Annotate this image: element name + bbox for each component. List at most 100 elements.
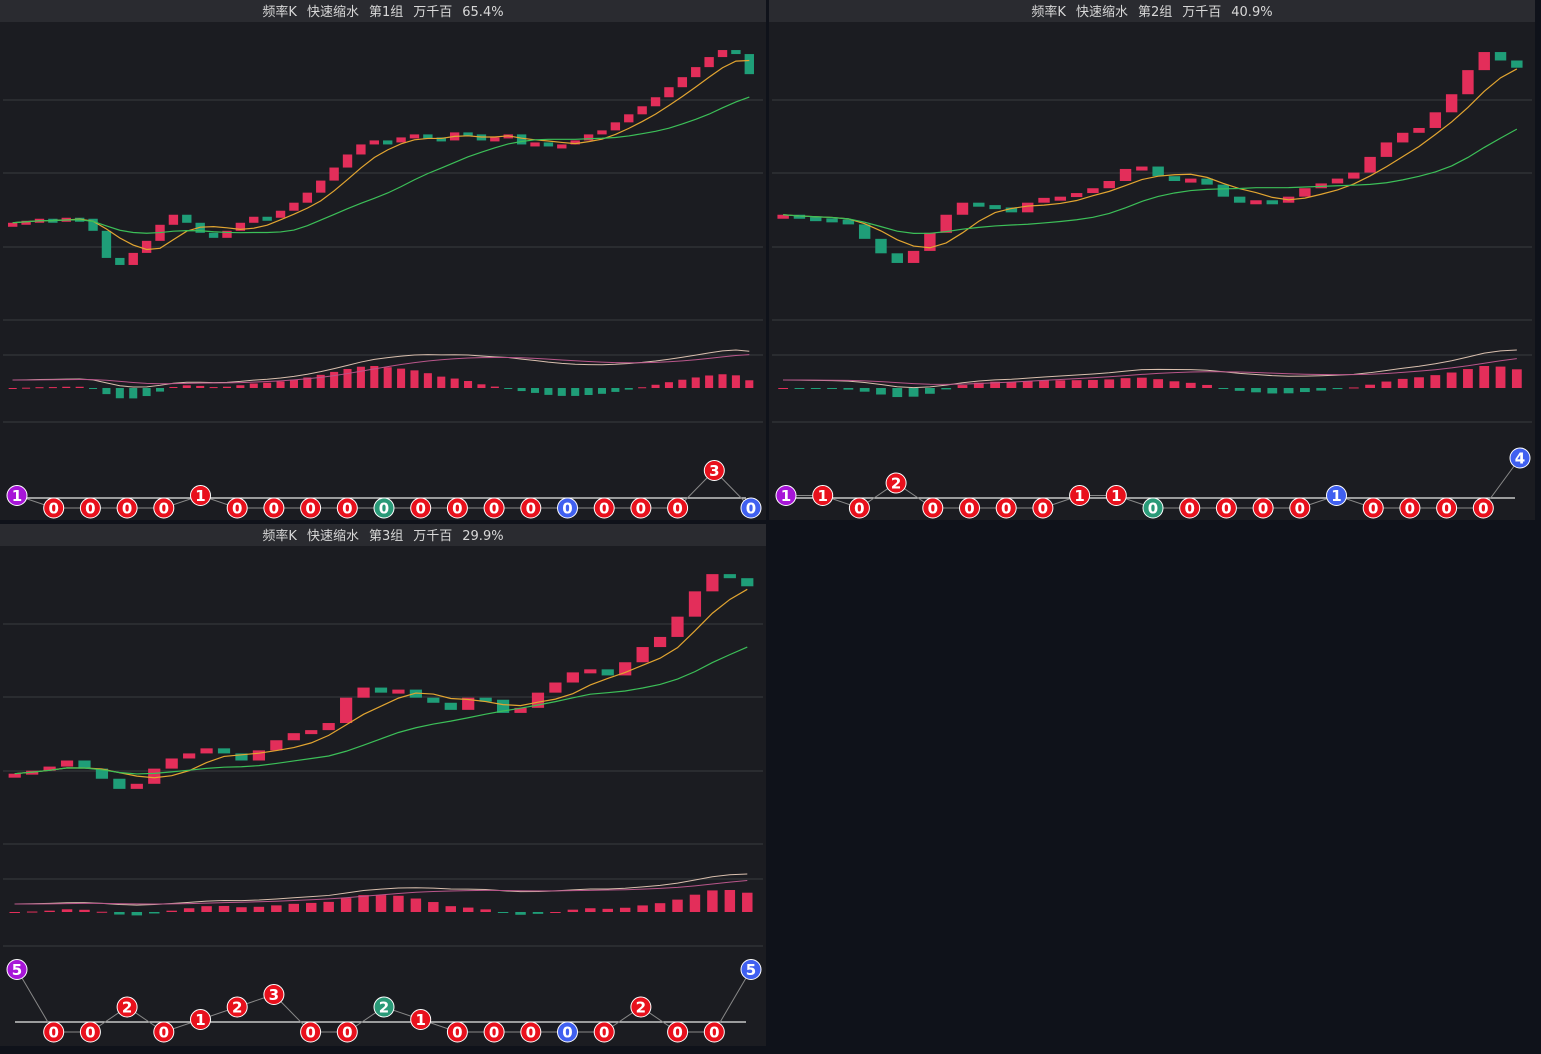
badge-label: 0 <box>159 1024 169 1042</box>
badge <box>630 497 652 519</box>
badge-label: 0 <box>489 500 499 518</box>
candle <box>1331 178 1344 184</box>
macd-bar <box>330 371 339 388</box>
badge <box>1472 497 1494 519</box>
macd-bar <box>718 374 727 388</box>
badge <box>226 996 248 1018</box>
macd-bar <box>464 381 473 388</box>
macd-bar <box>383 367 392 388</box>
macd-bar <box>271 905 282 912</box>
macd-bar <box>480 909 491 912</box>
badge-label: 0 <box>122 500 132 518</box>
macd-bar <box>531 388 540 393</box>
moving-average <box>783 128 1518 234</box>
candle <box>113 778 126 789</box>
macd-bar <box>1088 379 1098 388</box>
candle <box>392 689 405 694</box>
candle <box>1364 156 1376 173</box>
candle <box>706 574 719 592</box>
badge <box>630 996 652 1018</box>
candle <box>1005 207 1018 213</box>
badge-label: 0 <box>562 1024 572 1042</box>
badge-label: 0 <box>928 500 938 518</box>
candle <box>1070 193 1083 198</box>
macd-bar <box>497 912 509 913</box>
badge-label: 1 <box>781 487 791 505</box>
badge-label: 0 <box>1001 500 1011 518</box>
candle <box>436 137 446 142</box>
macd-bar <box>705 375 714 388</box>
macd-bar <box>941 388 952 390</box>
macd-bar <box>253 906 265 912</box>
badge-label: 1 <box>1111 487 1121 505</box>
macd-bar <box>1153 379 1164 388</box>
badge-label: 0 <box>746 500 756 518</box>
macd-bar <box>1446 372 1457 388</box>
candle <box>1103 181 1115 189</box>
macd-bar <box>1169 381 1180 388</box>
macd-bar <box>201 906 212 912</box>
badge-label: 0 <box>709 1024 719 1042</box>
candle <box>601 669 614 676</box>
badge <box>79 497 101 519</box>
candle <box>583 134 594 141</box>
candle <box>940 214 952 233</box>
candle <box>95 768 109 779</box>
candle <box>340 697 353 724</box>
candle <box>200 748 213 754</box>
badge-label: 1 <box>415 1011 425 1029</box>
candle <box>619 662 632 676</box>
macd-bar <box>35 387 44 389</box>
badge-label: 0 <box>415 500 425 518</box>
candle <box>610 122 621 131</box>
badge-label: 0 <box>452 1024 462 1042</box>
title-part: 40.9% <box>1231 5 1272 20</box>
badge-label: 0 <box>85 1024 95 1042</box>
macd-bar <box>1251 388 1261 393</box>
badge <box>483 1021 505 1043</box>
badge-label: 0 <box>526 1024 536 1042</box>
macd-bar <box>1495 366 1506 388</box>
macd-bar <box>75 386 84 388</box>
panel-title-bar <box>0 0 766 22</box>
badge <box>557 497 578 519</box>
badge-label: 0 <box>452 500 462 518</box>
macd-bar <box>1202 384 1212 388</box>
badge <box>43 497 65 519</box>
badge <box>336 1021 358 1043</box>
badge <box>557 1021 578 1043</box>
badge-label: 0 <box>562 500 572 518</box>
macd-bar <box>423 373 432 388</box>
macd-bar <box>1479 366 1490 388</box>
macd-bar <box>428 902 439 912</box>
macd-bar <box>236 385 245 388</box>
badge-label: 5 <box>746 961 756 979</box>
macd-bar <box>61 909 73 912</box>
macd-bar <box>169 386 178 388</box>
title-part: 65.4% <box>462 5 503 20</box>
macd-bar <box>131 912 143 916</box>
candle <box>1087 188 1099 194</box>
candle <box>570 140 580 145</box>
macd-line <box>14 873 748 906</box>
badge <box>1289 497 1311 519</box>
badge-label: 1 <box>1074 487 1084 505</box>
macd-bar <box>462 907 474 912</box>
badge <box>190 485 211 506</box>
candle <box>168 214 179 225</box>
candle <box>1054 196 1067 201</box>
title-part: 万千百 <box>413 529 452 544</box>
badge <box>1215 497 1237 519</box>
badge-label: 1 <box>195 1011 205 1029</box>
macd-bar <box>515 912 526 915</box>
badge-label: 0 <box>342 1024 352 1042</box>
candle <box>793 214 806 219</box>
macd-bar <box>356 366 365 388</box>
candle <box>691 67 701 78</box>
macd-bar <box>1316 388 1327 391</box>
badge <box>1252 497 1274 519</box>
panel-title-bar <box>0 524 766 546</box>
badge-label: 2 <box>122 999 132 1017</box>
badge <box>300 497 322 519</box>
badge-label: 0 <box>159 500 169 518</box>
